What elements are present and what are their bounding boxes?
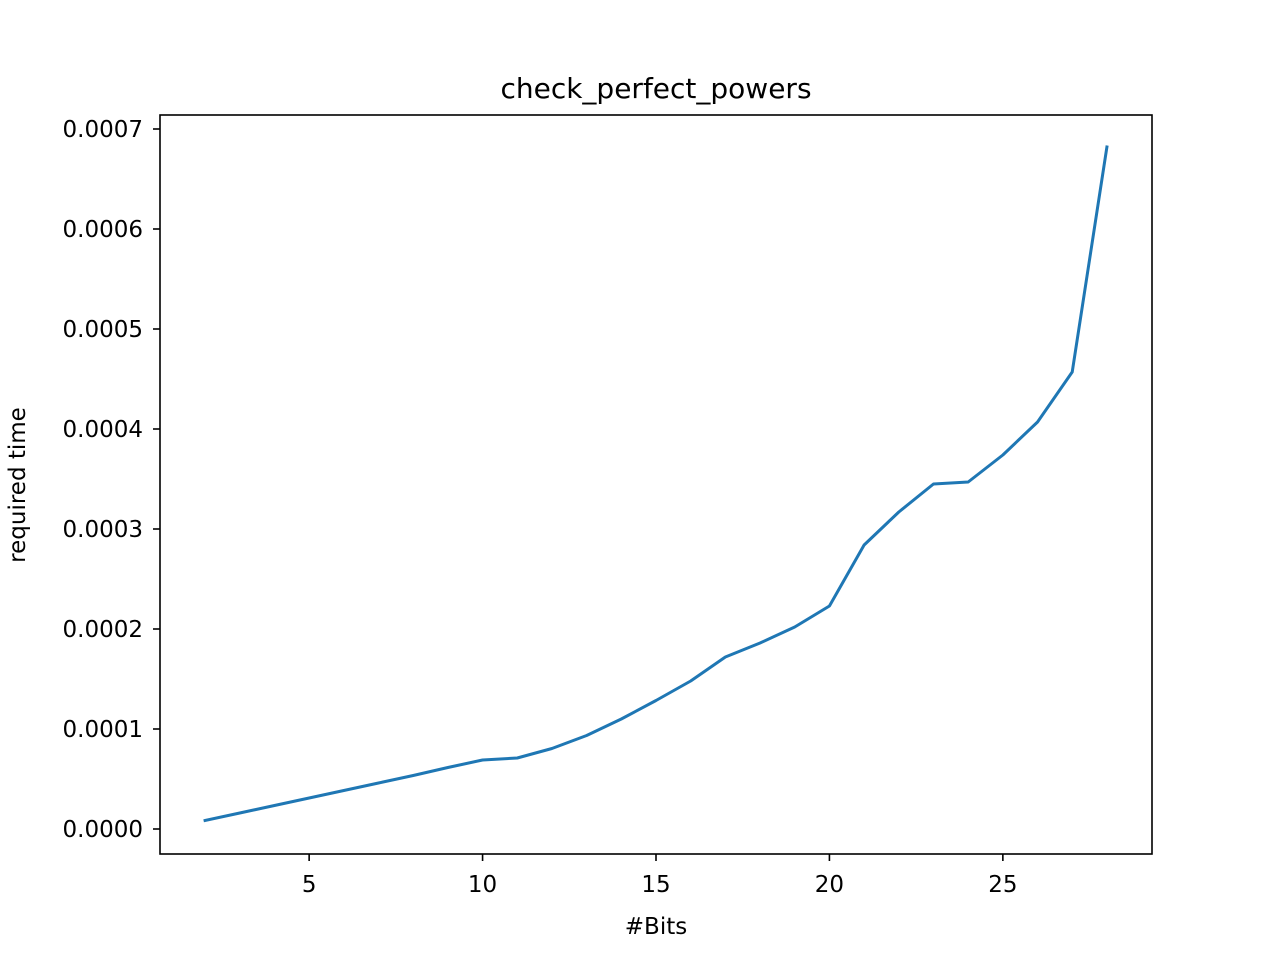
x-tick-label: 25 <box>988 872 1017 898</box>
x-tick-label: 20 <box>815 872 844 898</box>
x-tick-label: 15 <box>641 872 670 898</box>
y-tick-label: 0.0006 <box>63 217 143 243</box>
y-tick-label: 0.0003 <box>63 517 143 543</box>
y-tick-label: 0.0007 <box>63 117 143 143</box>
x-tick-label: 5 <box>302 872 317 898</box>
x-axis-label: #Bits <box>625 914 687 940</box>
y-tick-label: 0.0000 <box>63 817 143 843</box>
series-line-0 <box>203 145 1109 823</box>
x-tick-label: 10 <box>468 872 497 898</box>
plot-area: 5 10 15 20 25 0.0000 0.0001 0.0002 0.0003 0.0004 0… <box>63 114 1153 898</box>
y-tick-label: 0.0005 <box>63 317 143 343</box>
y-tick-label: 0.0002 <box>63 617 143 643</box>
y-tick-label: 0.0001 <box>63 717 143 743</box>
y-tick-label: 0.0004 <box>63 417 143 443</box>
chart-title: check_perfect_powers <box>500 72 811 105</box>
y-axis-label: required time <box>5 407 31 563</box>
